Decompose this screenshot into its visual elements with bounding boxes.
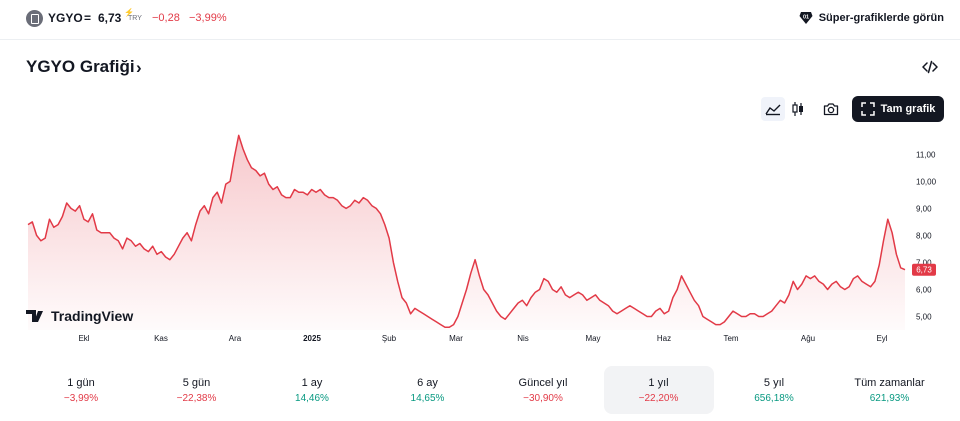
- candles-chart-button[interactable]: [786, 97, 810, 121]
- price-series-line: [27, 134, 906, 329]
- period-tab[interactable]: 1 gün −3,99%: [26, 366, 136, 414]
- tradingview-watermark: TradingView: [26, 308, 133, 324]
- area-chart-icon: [765, 104, 781, 116]
- super-charts-link[interactable]: 01 Süper-grafiklerde görün: [799, 11, 944, 25]
- y-tick-label: 10,00: [916, 177, 937, 186]
- period-change-value: 14,46%: [295, 393, 329, 404]
- period-label: 1 gün: [67, 377, 95, 389]
- last-price-label: 6,73: [912, 263, 936, 276]
- fullscreen-icon: [860, 102, 875, 116]
- symbol-change-pct: −3,99%: [189, 12, 227, 24]
- period-label: 1 ay: [301, 377, 323, 389]
- period-label: 1 yıl: [648, 377, 669, 389]
- period-performance-row: 1 gün −3,99% 5 gün −22,38% 1 ay 14,46% 6 ay 14,…: [26, 366, 944, 414]
- y-tick-label: 11,00: [916, 150, 936, 159]
- super-charts-label: Süper-grafiklerde görün: [818, 12, 944, 24]
- period-label: Güncel yıl: [518, 377, 568, 389]
- period-tab[interactable]: 5 yıl 656,18%: [719, 366, 829, 414]
- full-chart-button[interactable]: Tam grafik: [852, 96, 944, 122]
- period-change-value: 656,18%: [754, 393, 794, 404]
- x-tick-label: Ekl: [78, 334, 89, 343]
- period-tab[interactable]: 1 ay 14,46%: [257, 366, 367, 414]
- title-chevron[interactable]: ›: [136, 58, 142, 77]
- price-chart[interactable]: 11,00 10,00 9,00 8,00 7,00 6,00 5,00 Ekl Kas Ara…: [0, 130, 960, 380]
- y-tick-label: 5,00: [916, 313, 932, 322]
- watermark-label: TradingView: [51, 308, 133, 324]
- x-axis: Ekl Kas Ara 2025 Şub Mar Nis May Haz Tem Ağu Eyl: [78, 334, 887, 343]
- last-price-badge: [912, 263, 936, 276]
- x-tick-label: 2025: [303, 334, 321, 343]
- gem-icon: 01: [799, 12, 813, 24]
- period-change-value: 14,65%: [410, 393, 445, 404]
- x-tick-label: Eyl: [876, 334, 887, 343]
- period-change-value: −22,20%: [638, 393, 679, 404]
- period-tab[interactable]: 1 yıl −22,20%: [603, 366, 714, 414]
- x-tick-label: Tem: [723, 334, 738, 343]
- period-tab[interactable]: 5 gün −22,38%: [142, 366, 252, 414]
- page-title[interactable]: YGYO Grafiği: [26, 57, 135, 76]
- realtime-flag-icon: ⚡: [124, 8, 134, 17]
- x-tick-label: Haz: [657, 334, 671, 343]
- symbol-ticker[interactable]: YGYO: [48, 11, 83, 25]
- period-tab[interactable]: 6 ay 14,65%: [373, 366, 483, 414]
- svg-text:01: 01: [803, 15, 809, 21]
- y-tick-label: 9,00: [916, 204, 932, 213]
- area-chart-button[interactable]: [761, 97, 785, 121]
- period-label: 6 ay: [417, 377, 438, 389]
- period-label: 5 yıl: [763, 377, 785, 389]
- x-tick-label: Nis: [517, 334, 529, 343]
- x-tick-label: Mar: [449, 334, 463, 343]
- x-tick-label: Ağu: [801, 334, 815, 343]
- x-tick-label: Kas: [154, 334, 168, 343]
- period-label: 5 gün: [182, 377, 211, 389]
- chart-area-layer: [27, 134, 906, 330]
- period-tab[interactable]: Güncel yıl −30,90%: [488, 366, 598, 414]
- equals-sign: =: [84, 11, 92, 25]
- embed-code-icon[interactable]: [922, 60, 938, 74]
- x-tick-label: May: [585, 334, 600, 343]
- y-axis: 11,00 10,00 9,00 8,00 7,00 6,00 5,00: [916, 150, 937, 321]
- y-tick-label: 7,00: [916, 258, 932, 267]
- period-tab[interactable]: Tüm zamanlar 621,93%: [835, 366, 945, 414]
- last-price-text: 6,73: [916, 266, 932, 275]
- symbol-header: YGYO = 6,73 ⚡ TRY −0,28 −3,99% 01 Süper-…: [0, 0, 960, 40]
- price-area-fill: [28, 135, 905, 330]
- snapshot-button[interactable]: [819, 97, 843, 121]
- symbol-change: −0,28: [152, 12, 180, 24]
- y-tick-label: 6,00: [916, 286, 932, 295]
- period-change-value: −22,38%: [176, 393, 217, 404]
- period-change-value: −3,99%: [63, 393, 99, 404]
- camera-icon: [823, 103, 839, 116]
- x-tick-label: Şub: [382, 334, 397, 343]
- symbol-currency: TRY: [128, 15, 142, 22]
- y-tick-label: 8,00: [916, 231, 932, 240]
- full-chart-label: Tam grafik: [880, 103, 936, 115]
- period-change-value: 621,93%: [869, 393, 910, 404]
- symbol-price: 6,73: [98, 11, 122, 25]
- ygyo-logo-icon: [26, 10, 43, 27]
- x-tick-label: Ara: [229, 334, 242, 343]
- tradingview-logo-icon: [26, 310, 43, 322]
- period-change-value: −30,90%: [523, 393, 563, 404]
- period-label: Tüm zamanlar: [854, 377, 925, 389]
- candlestick-icon: [792, 102, 803, 116]
